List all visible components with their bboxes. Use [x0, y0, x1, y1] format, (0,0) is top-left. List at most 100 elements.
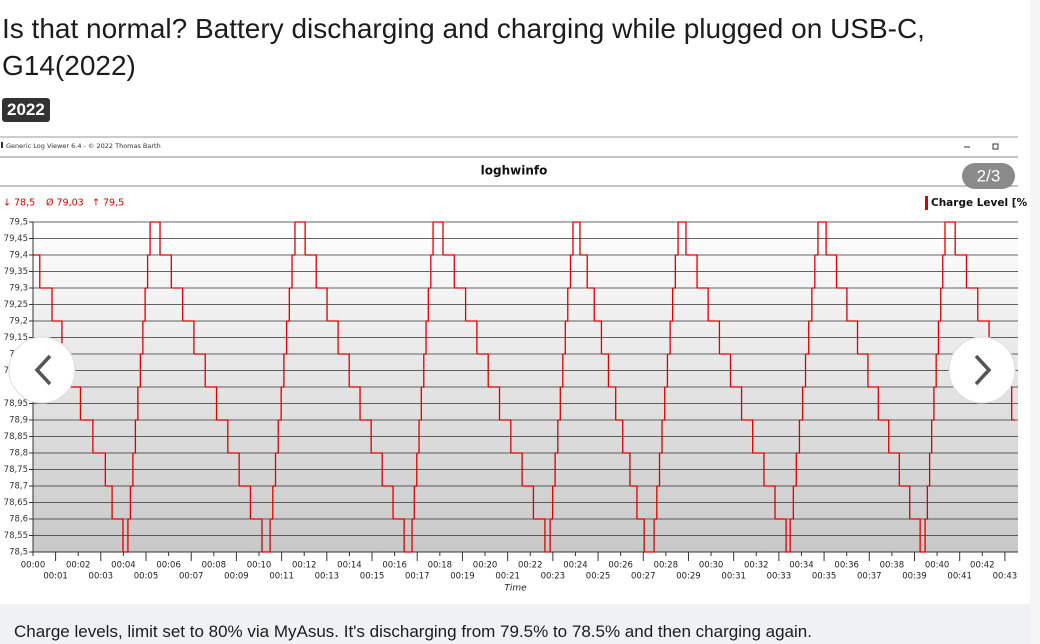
x-tick-label: 00:37: [857, 572, 882, 582]
x-tick-label: 00:26: [608, 561, 633, 571]
line-segment: [443, 254, 455, 288]
line-segment: [786, 519, 791, 553]
stat-min: ↓ 78,5: [3, 198, 35, 209]
line-segment: [933, 354, 937, 388]
line-segment: [667, 321, 671, 355]
x-tick-label: 00:11: [269, 572, 294, 582]
line-segment: [927, 453, 931, 487]
line-segment: [615, 419, 624, 453]
line-segment: [752, 452, 765, 486]
x-tick-label: 00:38: [880, 561, 905, 571]
line-segment: [836, 287, 848, 321]
line-segment: [654, 486, 658, 520]
line-segment: [790, 486, 794, 520]
line-segment: [622, 452, 631, 486]
next-button[interactable]: [948, 336, 1016, 404]
line-segment: [382, 485, 394, 519]
line-segment: [936, 321, 940, 355]
line-segment: [826, 254, 838, 288]
line-segment: [805, 321, 810, 355]
line-segment: [349, 386, 361, 420]
next-button-circle[interactable]: [948, 336, 1016, 404]
line-segment: [416, 420, 420, 454]
y-tick-label: 79,4: [9, 251, 28, 261]
x-tick-label: 00:40: [925, 561, 950, 571]
x-tick-label: 00:22: [518, 561, 543, 571]
x-tick-label: 00:03: [89, 572, 114, 582]
line-segment: [316, 287, 328, 321]
gallery-counter-text: 2/3: [977, 166, 1001, 185]
line-segment: [404, 519, 413, 553]
x-tick-label: 00:18: [428, 561, 453, 571]
line-segment: [292, 222, 296, 256]
prev-button-circle[interactable]: [8, 336, 76, 404]
line-segment: [678, 221, 687, 255]
line-segment: [579, 254, 588, 288]
line-segment: [289, 255, 293, 289]
line-segment: [560, 354, 564, 388]
line-segment: [227, 452, 240, 486]
line-segment: [544, 519, 551, 553]
x-tick-label: 00:19: [450, 572, 475, 582]
line-segment: [278, 387, 282, 421]
line-segment: [433, 221, 444, 255]
caption: Charge levels, limit set to 80% via MyAs…: [0, 604, 1030, 644]
line-segment: [629, 485, 638, 519]
x-tick-label: 00:21: [495, 572, 520, 582]
line-segment: [488, 386, 501, 420]
x-tick-label: 00:30: [699, 561, 724, 571]
line-segment: [147, 222, 151, 256]
x-tick-label: 00:39: [902, 572, 927, 582]
x-tick-label: 00:13: [315, 572, 340, 582]
line-segment: [145, 255, 149, 289]
prev-button[interactable]: [8, 336, 76, 404]
x-tick-label: 00:10: [247, 561, 272, 571]
line-segment: [205, 386, 218, 420]
line-segment: [587, 287, 595, 321]
y-tick-label: 78,65: [4, 498, 28, 508]
line-segment: [662, 387, 666, 421]
y-tick-label: 79,25: [4, 300, 28, 310]
y-tick-label: 78,95: [4, 399, 28, 409]
line-segment: [182, 320, 195, 354]
line-segment: [137, 354, 142, 388]
line-segment: [888, 452, 900, 486]
line-segment: [140, 321, 144, 355]
x-tick-label: 00:25: [586, 572, 611, 582]
line-segment: [644, 519, 655, 553]
line-segment: [216, 419, 229, 453]
line-segment: [557, 387, 561, 421]
y-tick-label: 78,6: [9, 515, 28, 525]
app-icon: [1, 142, 3, 148]
line-segment: [944, 221, 956, 255]
line-segment: [552, 453, 556, 487]
prev-arrow[interactable]: [34, 354, 52, 386]
y-tick-label: 78,9: [9, 416, 28, 426]
x-tick-label: 00:16: [382, 561, 407, 571]
line-segment: [608, 386, 617, 420]
line-segment: [327, 320, 339, 354]
line-segment: [454, 287, 467, 321]
line-segment: [142, 288, 146, 322]
y-tick-label: 79,15: [4, 333, 28, 343]
line-segment: [799, 387, 804, 421]
next-arrow[interactable]: [974, 354, 992, 386]
x-tick-label: 00:31: [721, 572, 746, 582]
line-segment: [132, 420, 137, 454]
line-segment: [294, 221, 306, 255]
maximize-icon: [992, 143, 999, 150]
y-tick-label: 79,35: [4, 267, 28, 277]
stat-avg: Ø 79,03: [46, 198, 84, 209]
line-segment: [127, 486, 132, 520]
x-tick-label: 00:23: [541, 572, 566, 582]
line-segment: [105, 485, 113, 519]
line-segment: [565, 288, 569, 322]
line-segment: [150, 221, 161, 255]
x-tick-label: 00:02: [66, 561, 91, 571]
line-segment: [270, 486, 274, 520]
x-tick-label: 00:12: [292, 561, 317, 571]
line-segment: [160, 254, 172, 288]
x-tick-label: 00:29: [676, 572, 701, 582]
x-tick-label: 00:43: [993, 572, 1018, 582]
screenshot-image: Generic Log Viewer 6.4 - © 2022 Thomas B…: [0, 134, 1028, 604]
